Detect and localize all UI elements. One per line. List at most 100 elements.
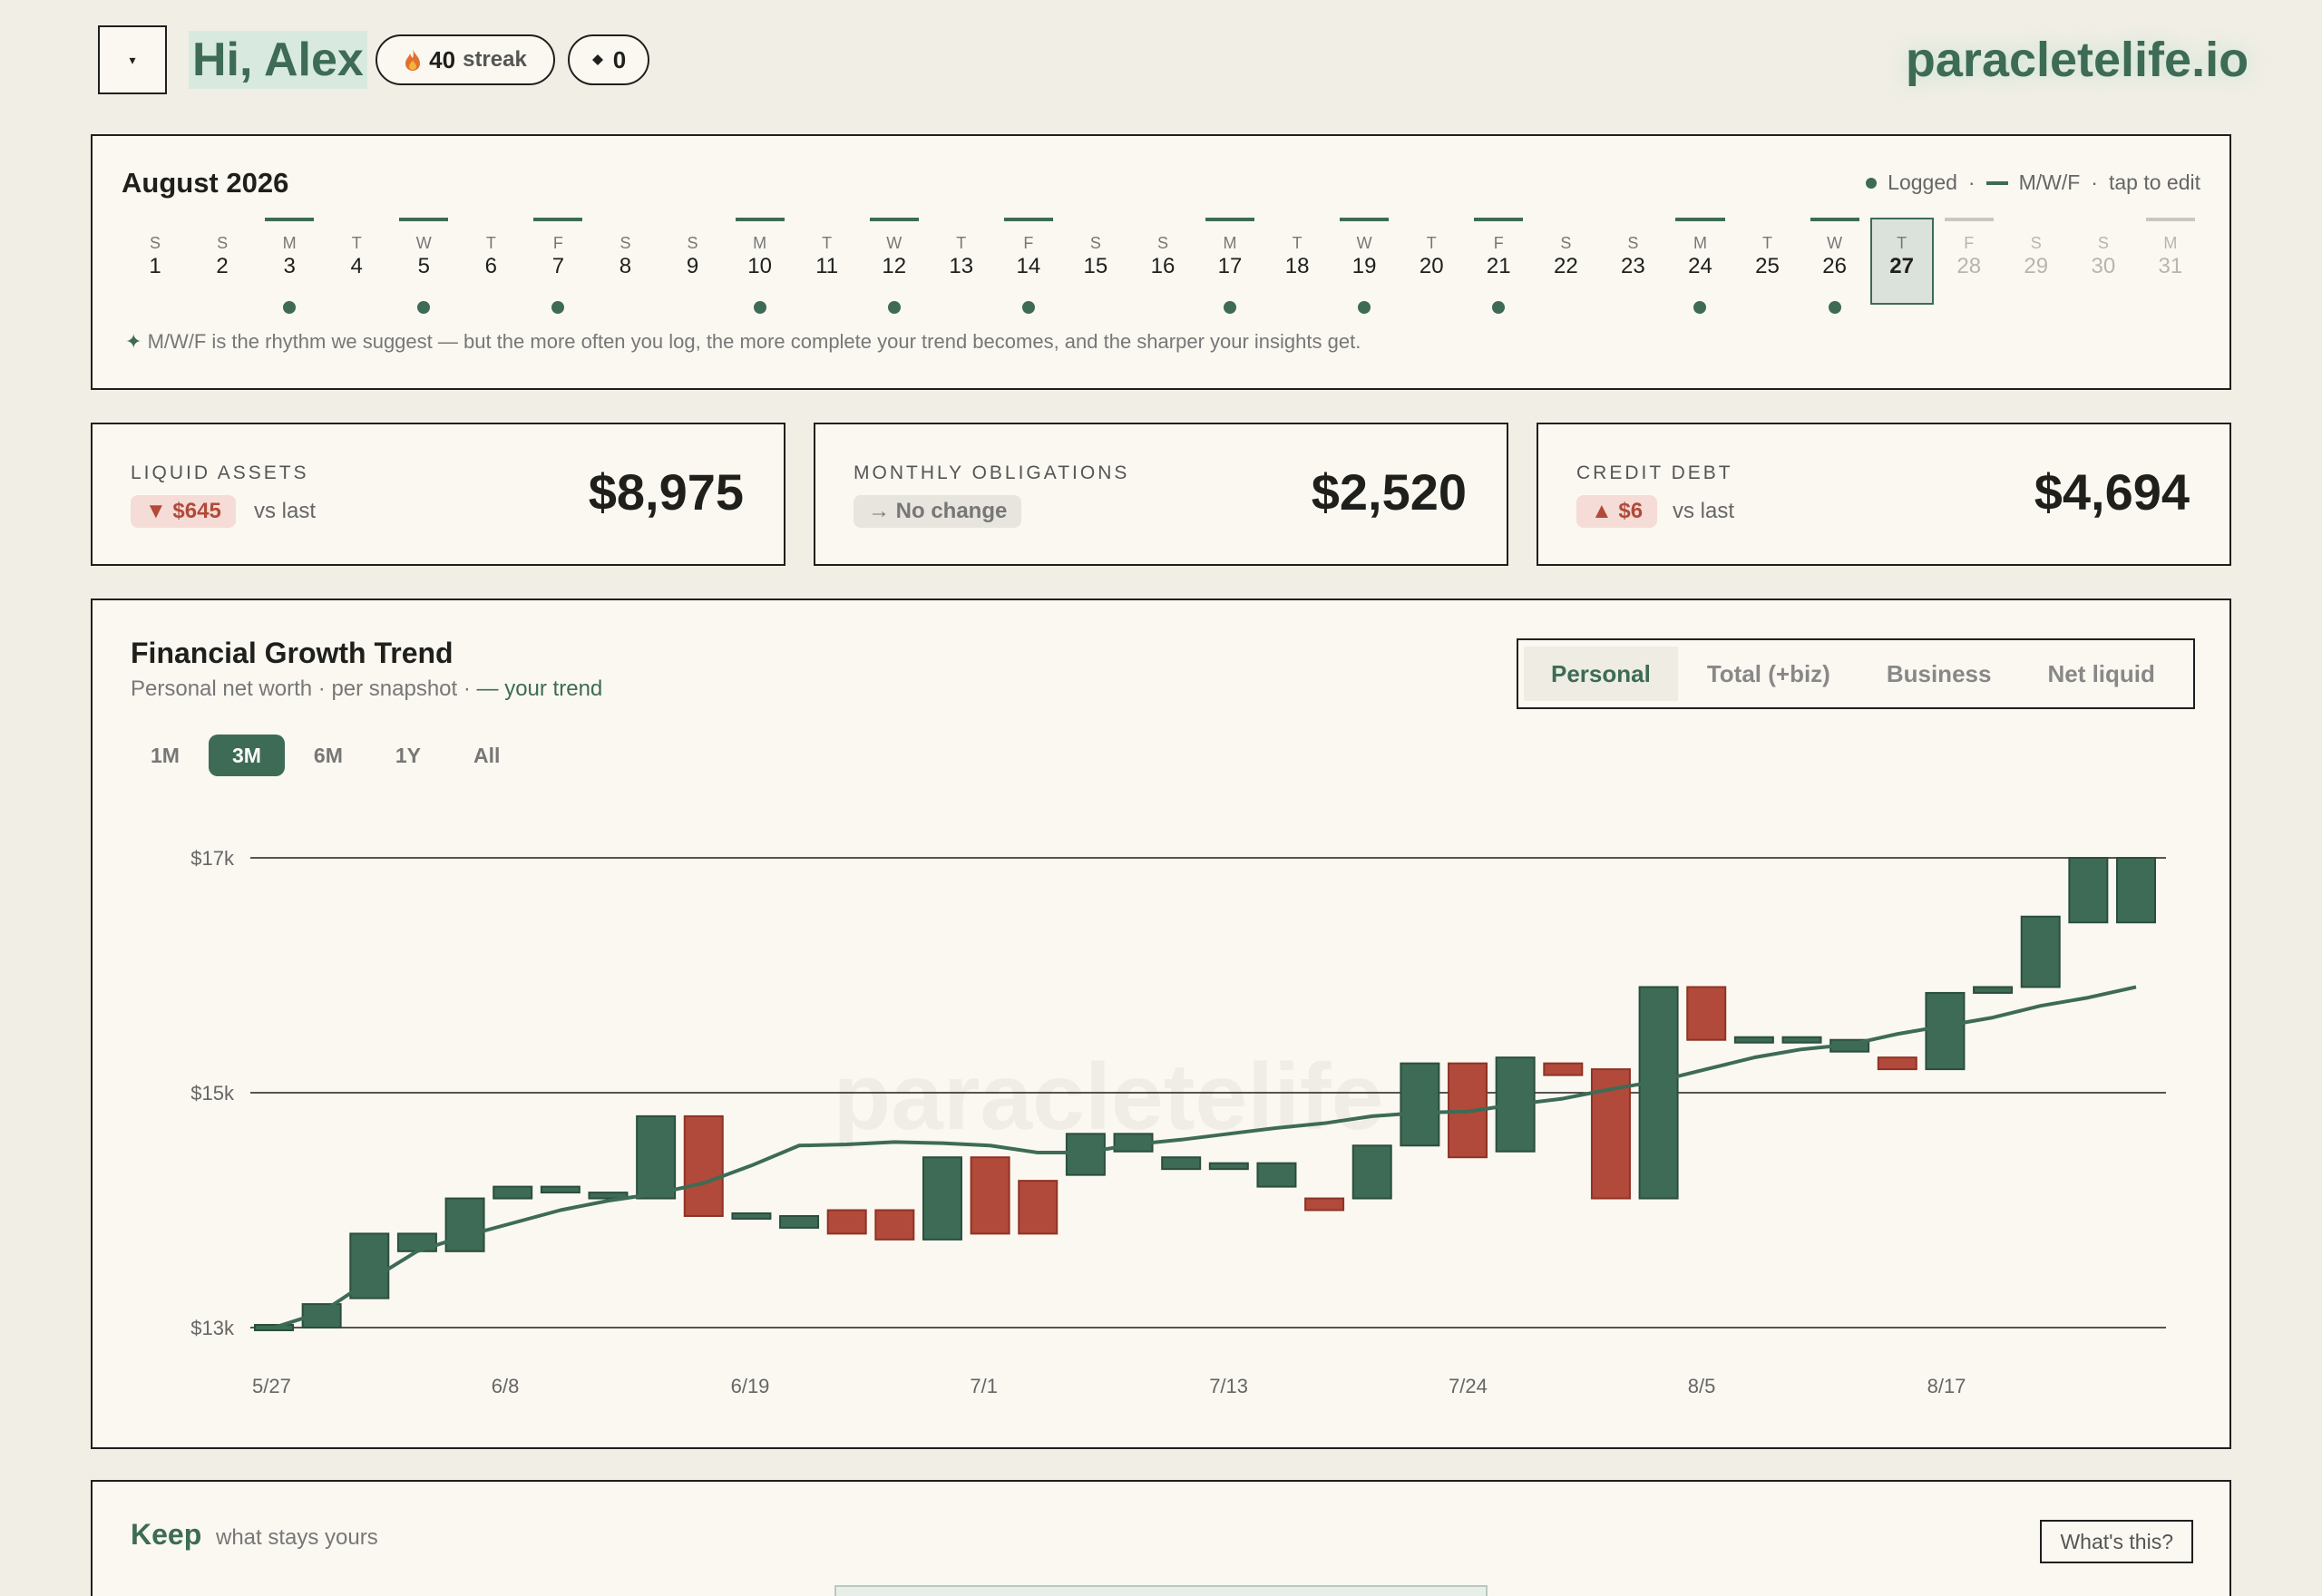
keep-panel-preview [834,1585,1488,1596]
calendar-day-22[interactable]: S 22 [1532,218,1599,310]
flame-icon [405,49,421,71]
credit-debt-value: $4,694 [2034,463,2190,521]
logged-dot [1358,301,1371,314]
candle [1877,1056,1917,1071]
credit-debt-label: CREDIT DEBT [1576,462,1733,483]
chart-subtitle-trend: — your trend [476,676,603,701]
day-of-week: S [620,234,631,252]
y-tick-label: $13k [190,1317,235,1339]
legend-logged: Logged [1888,170,1957,194]
streak-label: streak [463,47,527,72]
y-tick-label: $15k [190,1082,235,1105]
tab-total-biz[interactable]: Total (+biz) [1706,660,1830,687]
range-all[interactable]: All [473,744,501,767]
menu-toggle-button[interactable]: ▾ [98,25,167,94]
mwf-marker [265,218,315,221]
day-number: 7 [551,254,565,278]
day-number: 24 [1688,254,1712,278]
sparkle-icon: ✦ [125,330,142,353]
calendar-day-31[interactable]: M 31 [2137,218,2204,310]
candle [2116,857,2156,924]
day-of-week: W [415,234,432,252]
calendar-day-15[interactable]: S 15 [1062,218,1129,310]
calendar-day-10[interactable]: M 10 [727,218,794,314]
calendar-day-13[interactable]: T 13 [928,218,995,310]
tab-personal[interactable]: Personal [1524,647,1678,701]
liquid-assets-card[interactable]: LIQUID ASSETS ▼ $645 vs last $8,975 [91,423,785,566]
calendar-day-11[interactable]: T 11 [794,218,861,310]
calendar-day-23[interactable]: S 23 [1599,218,1666,310]
calendar-day-12[interactable]: W 12 [861,218,928,314]
calendar-day-16[interactable]: S 16 [1129,218,1196,310]
day-of-week: T [485,234,496,252]
day-number: 20 [1419,254,1444,278]
day-number: 3 [283,254,296,278]
calendar-legend: Logged · M/W/F · tap to edit [1866,170,2200,195]
monthly-obligations-value: $2,520 [1311,463,1467,521]
day-number: 4 [350,254,363,278]
calendar-day-25[interactable]: T 25 [1734,218,1801,310]
day-number: 27 [1889,254,1914,278]
calendar-day-21[interactable]: F 21 [1465,218,1532,314]
mwf-marker [1003,218,1053,221]
calendar-day-29[interactable]: S 29 [2003,218,2070,310]
range-1m[interactable]: 1M [151,744,180,767]
mwf-marker [1205,218,1255,221]
calendar-day-27[interactable]: T 27 [1868,218,1936,310]
trend-line [273,985,2137,1329]
day-of-week: M [1693,234,1707,252]
candle [826,1209,867,1235]
whats-this-button[interactable]: What's this? [2040,1520,2193,1563]
day-of-week: M [282,234,297,252]
x-tick-label: 8/5 [1688,1375,1716,1397]
streak-badge[interactable]: 40 streak [376,34,555,85]
candle [1161,1156,1202,1171]
calendar-day-26[interactable]: W 26 [1801,218,1868,314]
day-number: 6 [484,254,498,278]
candle [540,1185,580,1194]
calendar-day-28[interactable]: F 28 [1936,218,2003,310]
range-3m[interactable]: 3M [208,735,285,776]
day-number: 23 [1621,254,1645,278]
candle [1686,986,1727,1041]
range-6m[interactable]: 6M [313,744,343,767]
calendar-day-20[interactable]: T 20 [1398,218,1465,310]
calendar-day-17[interactable]: M 17 [1196,218,1263,314]
credit-debt-card[interactable]: CREDIT DEBT ▲ $6 vs last $4,694 [1537,423,2231,566]
calendar-day-30[interactable]: S 30 [2070,218,2137,310]
day-of-week: F [1964,234,1975,252]
monthly-obligations-card[interactable]: MONTHLY OBLIGATIONS → No change $2,520 [814,423,1508,566]
brand-logo[interactable]: paracletelife.io [1905,33,2249,87]
gems-badge[interactable]: 0 [568,34,649,85]
tab-business[interactable]: Business [1886,660,1992,687]
day-of-week: T [1897,234,1907,252]
calendar-month-title: August 2026 [122,167,289,199]
x-tick-label: 7/13 [1209,1375,1248,1397]
legend-separator: · [2091,170,2098,194]
x-tick-label: 5/27 [252,1375,291,1397]
calendar-card: August 2026 Logged · M/W/F · tap to edit… [91,134,2231,390]
liquid-assets-vs-last: vs last [254,499,317,523]
day-number: 22 [1553,254,1578,278]
day-of-week: T [956,234,967,252]
day-of-week: S [1627,234,1639,252]
calendar-day-24[interactable]: M 24 [1666,218,1733,314]
calendar-day-14[interactable]: F 14 [995,218,1062,314]
mwf-marker [2145,218,2195,221]
credit-debt-vs-last: vs last [1673,499,1735,523]
calendar-day-18[interactable]: T 18 [1263,218,1331,310]
calendar-day-19[interactable]: W 19 [1331,218,1398,314]
range-1y[interactable]: 1Y [395,744,421,767]
tab-net-liquid[interactable]: Net liquid [2047,660,2155,687]
monthly-obligations-change-badge: → No change [854,495,1022,528]
day-of-week: S [150,234,161,252]
